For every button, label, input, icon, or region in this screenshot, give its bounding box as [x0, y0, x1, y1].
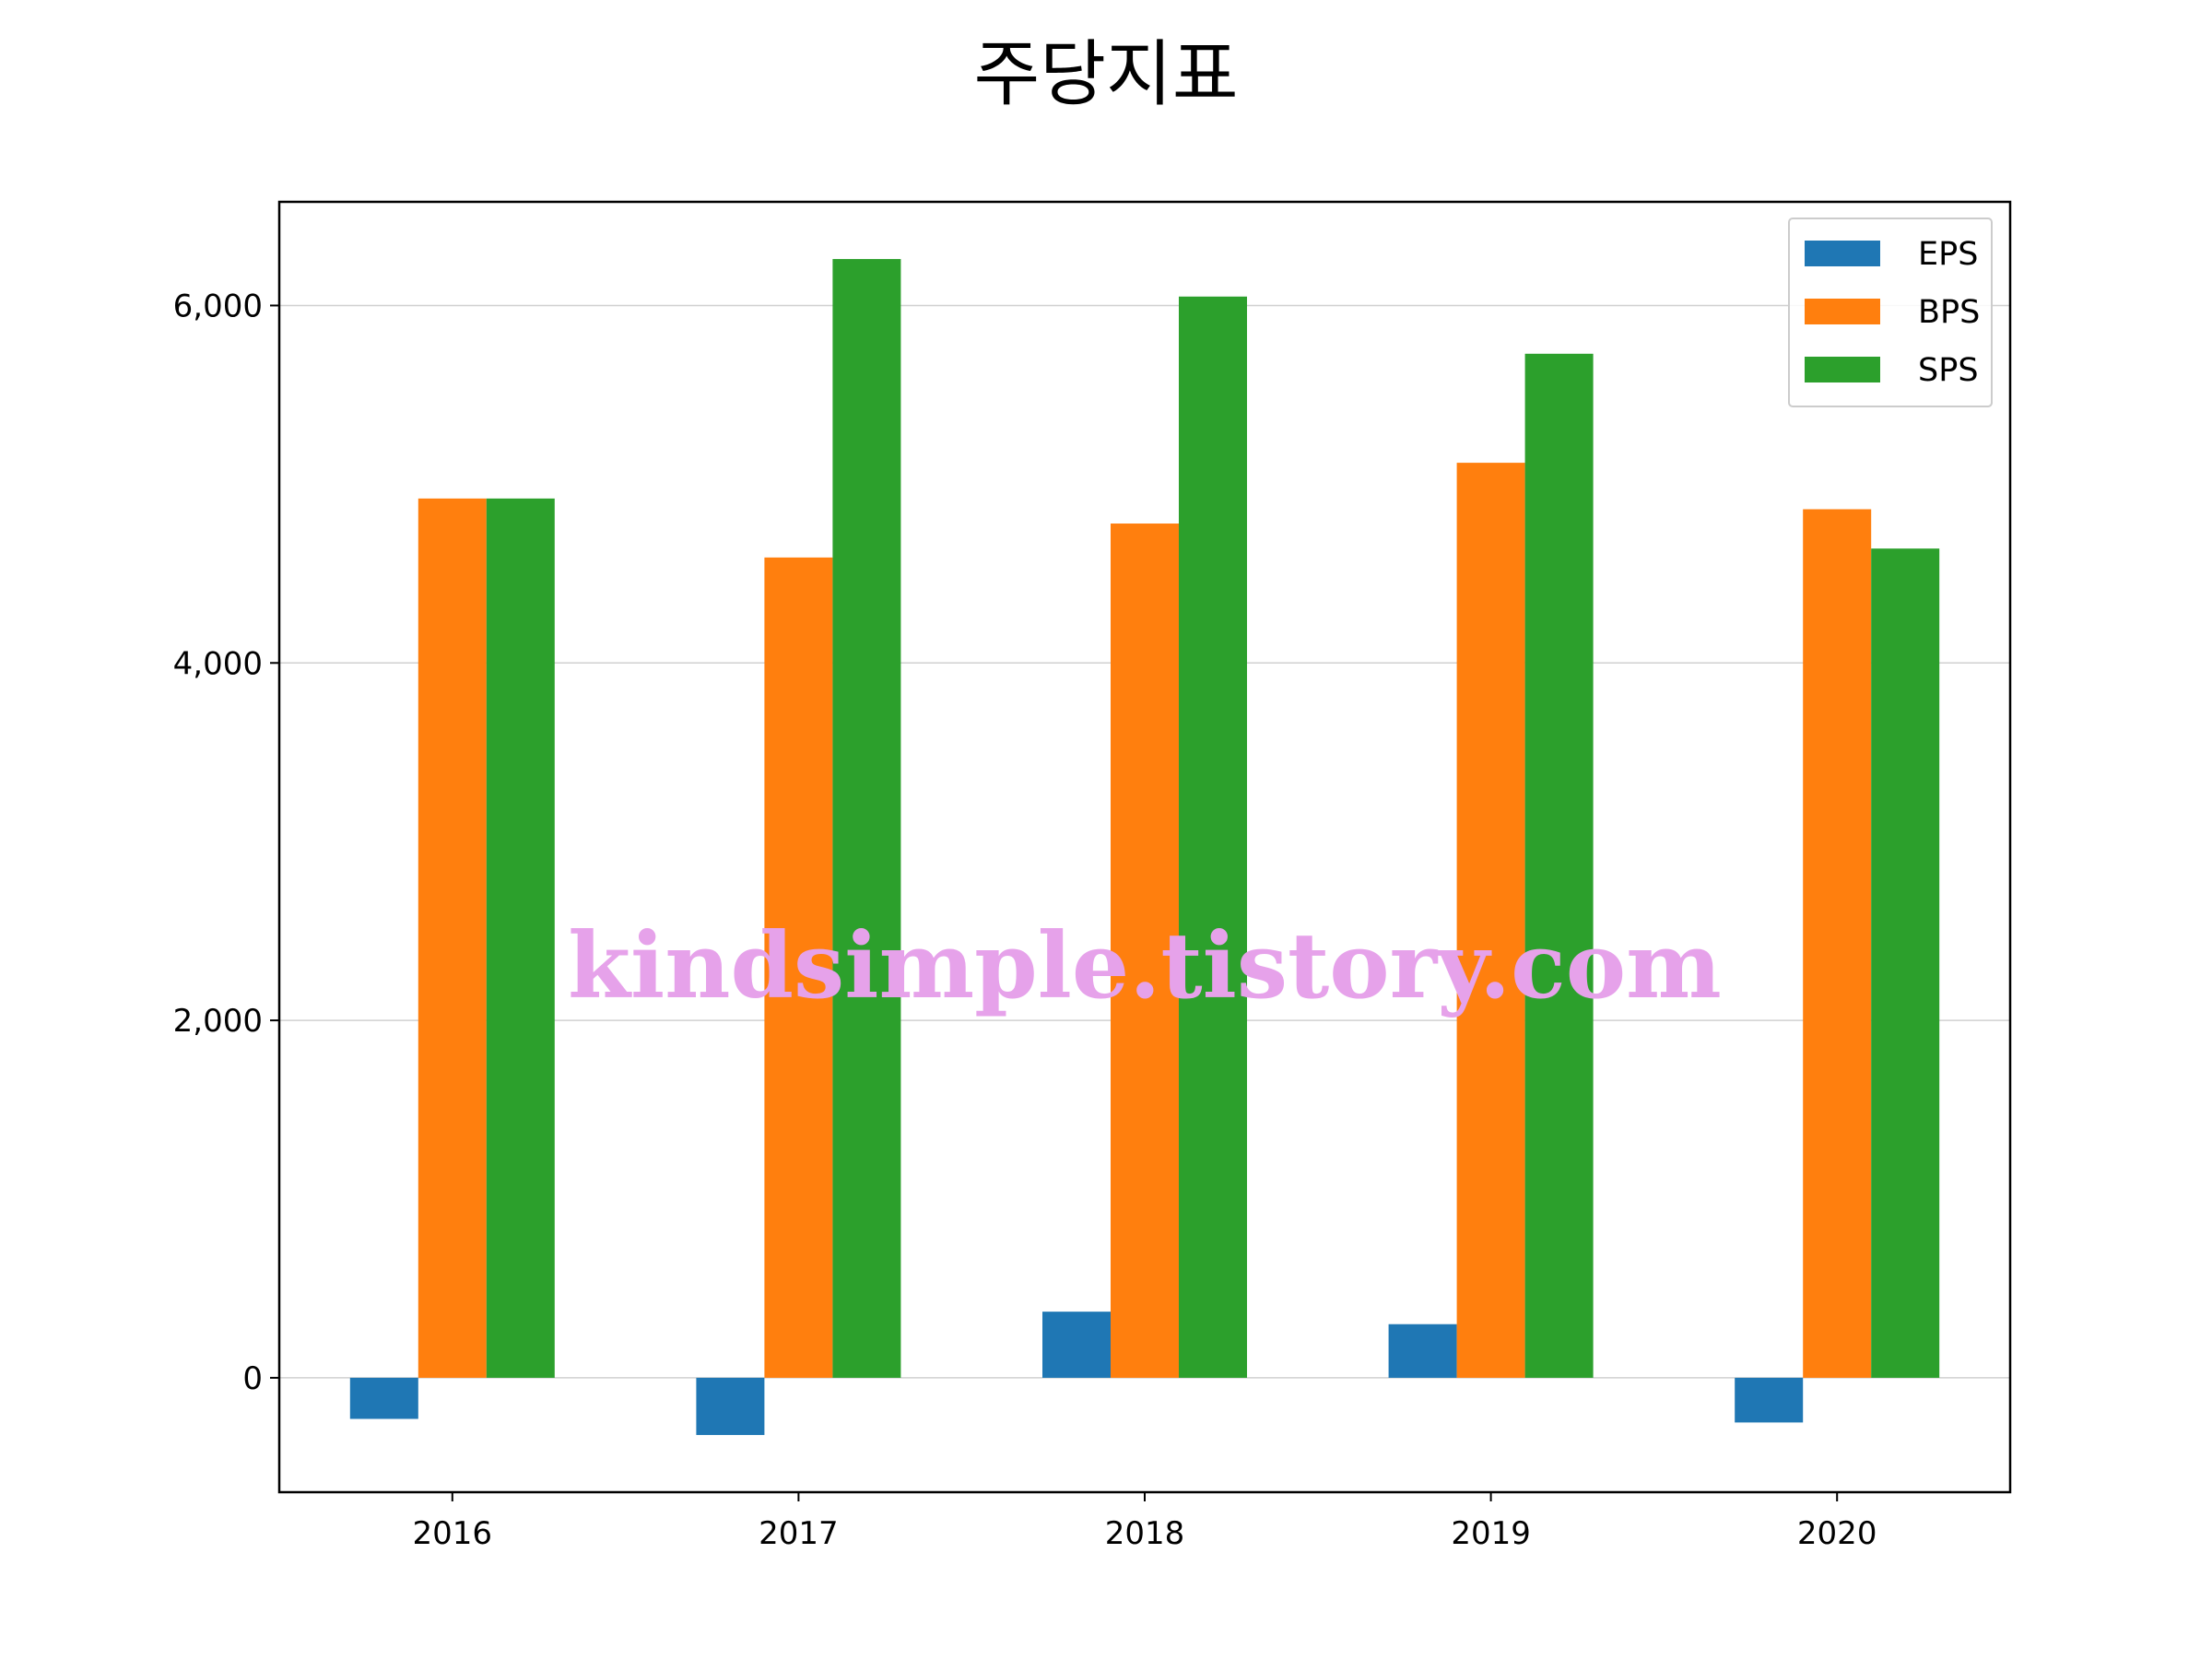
legend-swatch-sps [1805, 357, 1880, 382]
bar-eps-2019 [1388, 1324, 1457, 1378]
legend-label-eps: EPS [1918, 236, 1978, 273]
chart-title: 주당지표 [973, 33, 1239, 116]
bar-sps-2016 [486, 498, 555, 1378]
bars [349, 259, 1940, 1435]
bar-bps-2016 [418, 498, 487, 1378]
x-axis: 2016 2017 2018 2019 2020 [413, 1492, 1877, 1552]
y-tick-label: 4,000 [173, 645, 263, 682]
bar-bps-2020 [1803, 509, 1872, 1378]
y-axis: 0 2,000 4,000 6,000 [173, 288, 279, 1397]
bar-bps-2019 [1456, 463, 1525, 1378]
bar-eps-2018 [1042, 1312, 1111, 1378]
x-tick-label: 2016 [413, 1515, 493, 1552]
legend-label-sps: SPS [1918, 352, 1979, 389]
bar-sps-2017 [832, 259, 901, 1378]
y-tick-label: 0 [242, 1360, 263, 1397]
x-tick-label: 2019 [1451, 1515, 1531, 1552]
y-tick-label: 6,000 [173, 288, 263, 324]
bar-bps-2018 [1111, 524, 1179, 1378]
legend-label-bps: BPS [1918, 294, 1980, 331]
watermark-text: kindsimple.tistory.com [568, 913, 1722, 1019]
x-tick-label: 2020 [1797, 1515, 1877, 1552]
bar-bps-2017 [764, 557, 833, 1378]
bar-sps-2018 [1179, 296, 1247, 1378]
x-tick-label: 2017 [759, 1515, 839, 1552]
bar-eps-2020 [1735, 1377, 1804, 1423]
legend-swatch-eps [1805, 241, 1880, 266]
y-tick-label: 2,000 [173, 1003, 263, 1040]
legend-swatch-bps [1805, 299, 1880, 324]
plot-frame [277, 200, 2012, 1494]
legend: EPS BPS SPS [1788, 218, 1993, 407]
x-tick-label: 2018 [1105, 1515, 1185, 1552]
bar-eps-2017 [696, 1377, 765, 1435]
bar-sps-2020 [1871, 548, 1940, 1378]
bar-eps-2016 [349, 1377, 418, 1419]
bar-sps-2019 [1524, 353, 1594, 1378]
